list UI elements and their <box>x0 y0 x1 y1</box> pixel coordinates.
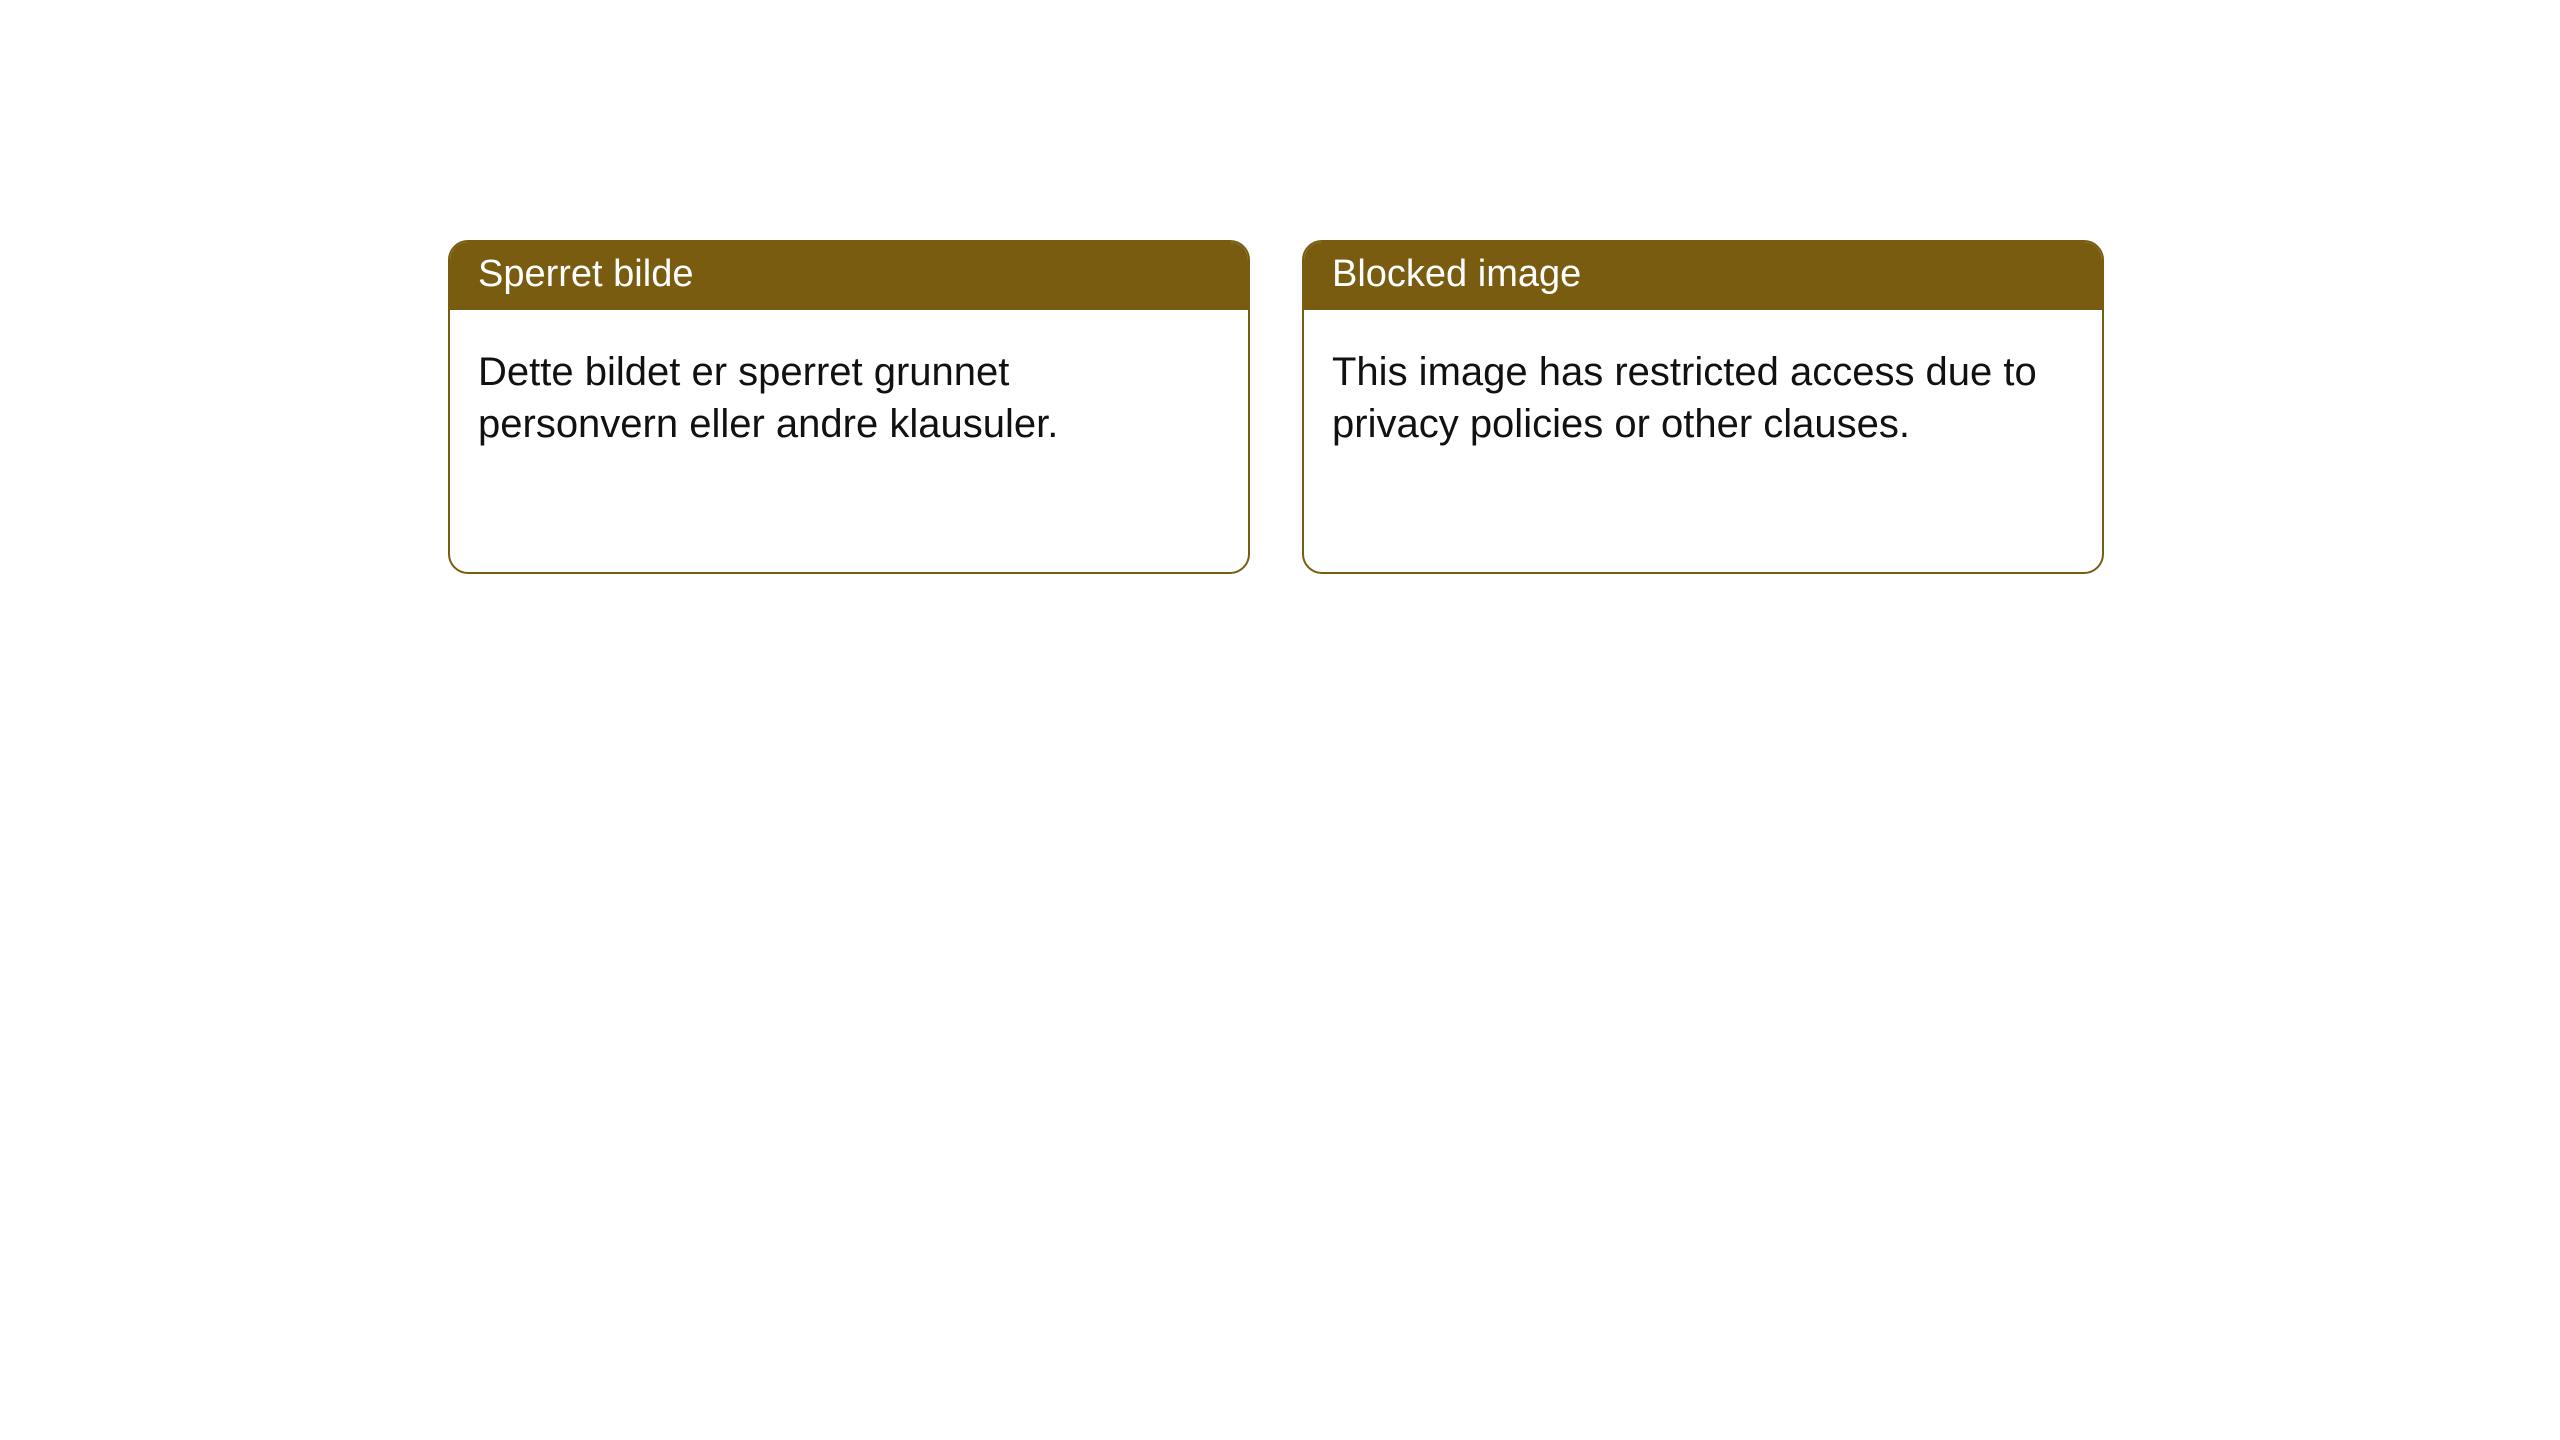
notice-body-english: This image has restricted access due to … <box>1304 310 2102 480</box>
notice-title-english: Blocked image <box>1304 242 2102 310</box>
notice-body-norwegian: Dette bildet er sperret grunnet personve… <box>450 310 1248 480</box>
notice-card-norwegian: Sperret bilde Dette bildet er sperret gr… <box>448 240 1250 574</box>
notice-container: Sperret bilde Dette bildet er sperret gr… <box>0 0 2560 574</box>
notice-title-norwegian: Sperret bilde <box>450 242 1248 310</box>
notice-card-english: Blocked image This image has restricted … <box>1302 240 2104 574</box>
